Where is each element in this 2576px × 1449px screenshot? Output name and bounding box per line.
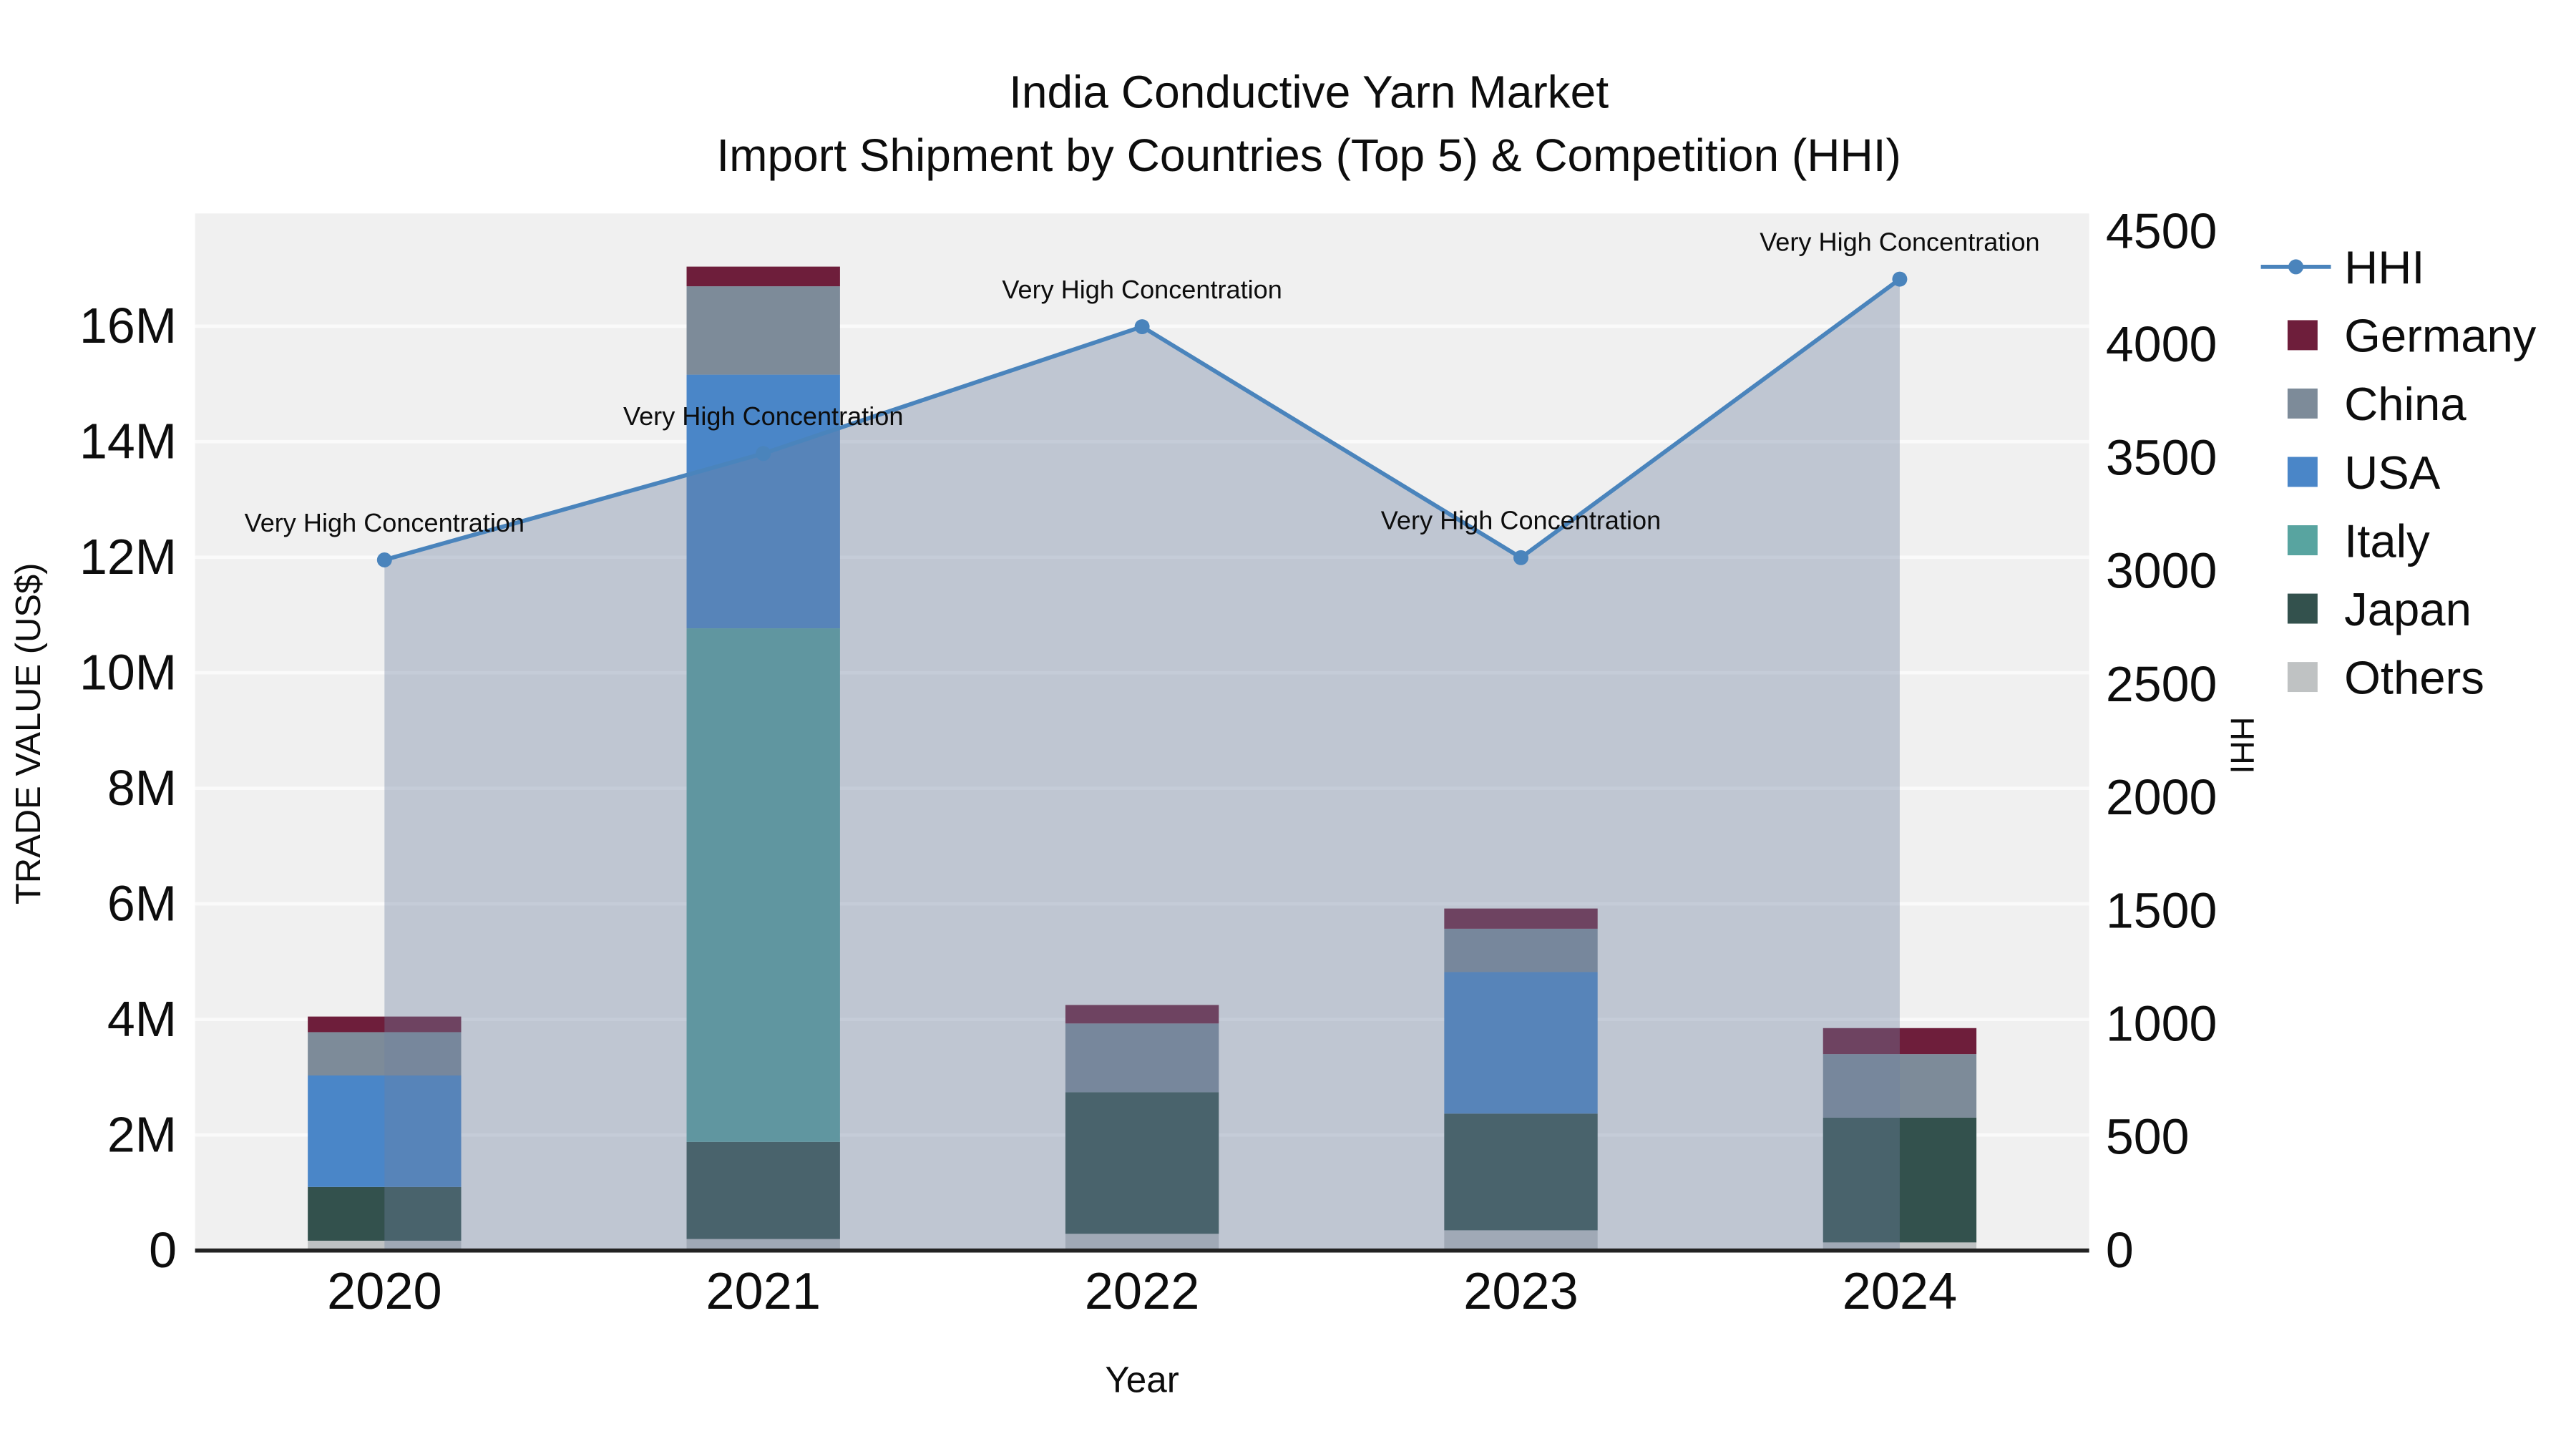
x-tick-2020: 2020	[327, 1263, 442, 1320]
bar-china-2021	[686, 286, 840, 375]
x-tick-2022: 2022	[1085, 1263, 1200, 1320]
y-right-tick-4000: 4000	[2106, 316, 2217, 372]
legend-swatch-icon	[2287, 320, 2318, 351]
bar-usa-2020	[308, 1075, 462, 1187]
annotation-2020: Very High Concentration	[245, 508, 525, 537]
legend-swatch-icon	[2287, 593, 2318, 624]
x-tick-2021: 2021	[706, 1263, 821, 1320]
y-left-tick-4M: 4M	[107, 991, 177, 1047]
legend: HHI Germany China USA Italy Japan Others	[2260, 241, 2537, 703]
legend-label: Germany	[2344, 310, 2537, 362]
y-right-tick-1500: 1500	[2106, 882, 2217, 938]
legend-label: Japan	[2344, 583, 2472, 635]
y-right-tick-500: 500	[2106, 1109, 2190, 1165]
y-right-axis-title: HHI	[2224, 717, 2261, 774]
y-right-tick-1000: 1000	[2106, 996, 2217, 1052]
legend-label: USA	[2344, 447, 2441, 499]
bar-japan-2021	[686, 1141, 840, 1239]
y-left-axis-title: TRADE VALUE (US$)	[9, 563, 48, 905]
plot-area: 0 2M 4M 6M 8M 10M 12M 14M 16M 0 500 1000 1500 2000 250…	[79, 203, 2217, 1320]
bar-japan-2023	[1444, 1113, 1598, 1231]
legend-item-hhi[interactable]: HHI	[2260, 241, 2425, 293]
bar-usa-2023	[1444, 972, 1598, 1114]
bar-germany-2023	[1444, 908, 1598, 929]
x-tick-2024: 2024	[1843, 1263, 1958, 1320]
y-left-tick-12M: 12M	[79, 529, 177, 585]
legend-label: China	[2344, 378, 2467, 430]
bar-germany-2022	[1065, 1005, 1219, 1024]
y-right-tick-3500: 3500	[2106, 429, 2217, 485]
legend-item-germany[interactable]: Germany	[2287, 310, 2537, 362]
bar-japan-2020	[308, 1186, 462, 1241]
legend-label: HHI	[2344, 241, 2424, 293]
x-tick-2023: 2023	[1463, 1263, 1579, 1320]
y-right-tick-2500: 2500	[2106, 656, 2217, 712]
y-left-tick-16M: 16M	[79, 298, 177, 353]
legend-swatch-icon	[2287, 457, 2318, 487]
hhi-marker-2022	[1134, 319, 1150, 335]
bar-usa-2021	[686, 374, 840, 629]
legend-label: Others	[2344, 651, 2484, 703]
hhi-marker-2021	[756, 446, 771, 462]
bar-germany-2024	[1823, 1028, 1977, 1055]
legend-item-usa[interactable]: USA	[2287, 447, 2441, 499]
bar-japan-2024	[1823, 1117, 1977, 1243]
bar-china-2020	[308, 1032, 462, 1075]
y-left-tick-8M: 8M	[107, 760, 177, 816]
hhi-marker-2023	[1513, 550, 1528, 565]
y-left-tick-0: 0	[149, 1222, 177, 1278]
annotation-2023: Very High Concentration	[1381, 506, 1661, 535]
legend-item-japan[interactable]: Japan	[2287, 583, 2472, 635]
y-left-tick-6M: 6M	[107, 875, 177, 931]
bar-others-2021	[686, 1239, 840, 1251]
y-left-tick-14M: 14M	[79, 414, 177, 469]
hhi-marker-2024	[1892, 271, 1908, 287]
legend-swatch-icon	[2287, 662, 2318, 693]
annotation-2022: Very High Concentration	[1002, 275, 1282, 304]
legend-item-others[interactable]: Others	[2287, 651, 2484, 703]
legend-swatch-icon	[2287, 388, 2318, 419]
y-left-tick-10M: 10M	[79, 645, 177, 701]
legend-swatch-icon	[2287, 525, 2318, 555]
y-right-tick-2000: 2000	[2106, 769, 2217, 825]
bar-germany-2021	[686, 266, 840, 287]
annotation-2024: Very High Concentration	[1760, 227, 2039, 256]
legend-label: Italy	[2344, 514, 2430, 567]
legend-item-italy[interactable]: Italy	[2287, 514, 2430, 567]
y-left-tick-2M: 2M	[107, 1106, 177, 1162]
y-right-tick-4500: 4500	[2106, 203, 2217, 259]
y-right-tick-3000: 3000	[2106, 543, 2217, 599]
bar-others-2022	[1065, 1234, 1219, 1251]
x-axis-title: Year	[1105, 1360, 1179, 1400]
hhi-marker-2020	[376, 552, 392, 567]
chart-title: India Conductive Yarn Market	[1009, 66, 1609, 117]
bar-japan-2022	[1065, 1092, 1219, 1234]
bar-china-2023	[1444, 928, 1598, 972]
hhi-area	[384, 279, 1900, 1251]
bar-others-2023	[1444, 1230, 1598, 1251]
bar-germany-2020	[308, 1016, 462, 1033]
annotation-2021: Very High Concentration	[623, 401, 903, 431]
bar-others-2020	[308, 1240, 462, 1251]
chart-subtitle: Import Shipment by Countries (Top 5) & C…	[716, 130, 1901, 181]
bar-china-2022	[1065, 1023, 1219, 1093]
bar-china-2024	[1823, 1054, 1977, 1118]
legend-marker-sample-icon	[2288, 259, 2304, 275]
bar-others-2024	[1823, 1242, 1977, 1251]
y-right-tick-0: 0	[2106, 1222, 2134, 1278]
bar-italy-2021	[686, 628, 840, 1142]
legend-item-china[interactable]: China	[2287, 378, 2467, 430]
